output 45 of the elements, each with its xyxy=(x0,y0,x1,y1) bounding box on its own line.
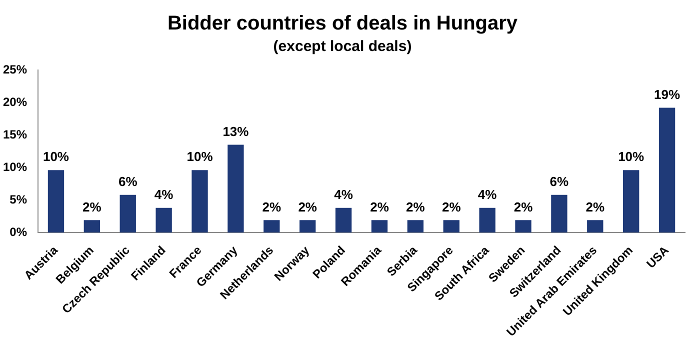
data-label: 19% xyxy=(654,86,680,102)
data-label: 10% xyxy=(42,149,70,164)
data-label: 4% xyxy=(478,186,498,202)
data-label: 10% xyxy=(186,149,214,164)
bar xyxy=(120,194,136,233)
y-tick-label: 20% xyxy=(2,94,28,109)
y-tick-label: 0% xyxy=(10,224,28,239)
bar xyxy=(192,170,208,233)
bar xyxy=(335,208,352,233)
data-label: 2% xyxy=(442,199,462,214)
bar xyxy=(443,220,460,233)
y-tick-label: 5% xyxy=(10,192,28,206)
data-label: 2% xyxy=(298,199,318,214)
data-label: 2% xyxy=(406,199,426,214)
chart-subtitle: (except local deals) xyxy=(273,38,412,56)
data-label: 6% xyxy=(118,174,138,189)
bar xyxy=(551,194,568,233)
bar xyxy=(228,144,244,233)
y-tick-label: 10% xyxy=(2,160,28,174)
bar xyxy=(371,220,388,233)
bar xyxy=(658,108,676,233)
bar xyxy=(48,170,64,233)
x-tick-label: USA xyxy=(644,242,672,272)
data-label: 2% xyxy=(514,199,534,214)
data-label: 2% xyxy=(82,199,102,214)
bar xyxy=(622,170,640,233)
y-tick-label: 25% xyxy=(2,62,28,76)
data-label: 2% xyxy=(262,199,282,214)
bar xyxy=(587,220,604,233)
bar xyxy=(479,208,496,233)
chart-title: Bidder countries of deals in Hungary xyxy=(167,12,518,35)
data-label: 4% xyxy=(154,186,174,202)
data-label: 2% xyxy=(370,199,390,214)
data-label: 10% xyxy=(618,149,645,164)
bar xyxy=(515,220,532,233)
data-label: 13% xyxy=(222,124,250,139)
bar xyxy=(264,220,280,233)
data-label: 6% xyxy=(550,174,570,189)
bar xyxy=(300,220,316,233)
bar xyxy=(407,220,424,233)
bar xyxy=(156,208,172,233)
bar xyxy=(84,220,100,233)
y-tick-label: 15% xyxy=(2,127,28,142)
data-label: 2% xyxy=(586,199,605,214)
data-label: 4% xyxy=(334,186,354,202)
